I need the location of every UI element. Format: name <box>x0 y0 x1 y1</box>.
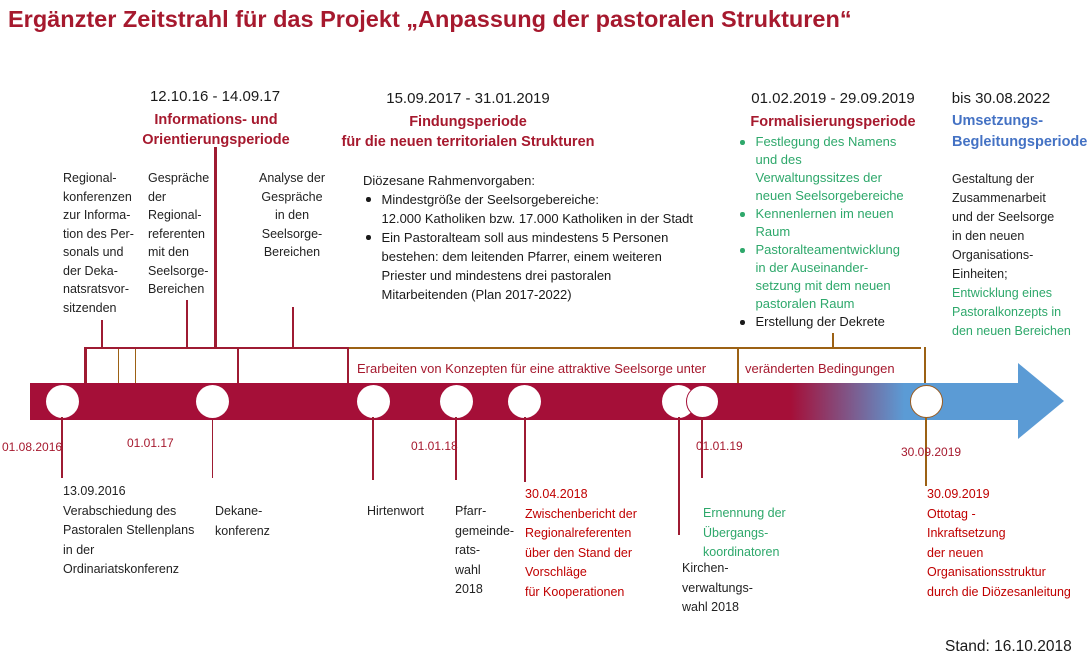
list-item: Erstellung der Dekrete <box>737 313 945 331</box>
list-item: Mindestgröße der Seelsorgebereiche: 12.0… <box>363 190 703 228</box>
period-umsetzung-label: Umsetzungs- Begleitungsperiode <box>952 113 1088 150</box>
connector-regional <box>101 320 103 348</box>
event-zwischenbericht: 30.04.2018 Zwischenbericht der Regionalr… <box>525 487 637 599</box>
list-item: Kennenlernen im neuen Raum <box>737 205 945 241</box>
event-hirtenwort: Hirtenwort <box>367 504 424 518</box>
axis-date-2: 01.01.18 <box>411 439 458 453</box>
period-umsetzung-date: bis 30.08.2022 <box>951 90 1051 107</box>
period-info-label: Informations- und Orientierungsperiode <box>142 112 290 148</box>
banner-text-left: Erarbeiten von Konzepten für eine attrak… <box>357 361 707 376</box>
event-kirchenverwaltungswahl: Kirchen- verwaltungs- wahl 2018 <box>682 561 753 614</box>
formal-bullet-list: Festlegung des Namens und des Verwaltung… <box>737 133 945 331</box>
event-pfarrgemeinderatswahl: Pfarr- gemeinde- rats- wahl 2018 <box>455 504 515 596</box>
list-item-text: Ein Pastoralteam soll aus mindestens 5 P… <box>381 230 669 302</box>
bullet-icon <box>740 320 745 325</box>
dropline-kv-wahl <box>678 417 680 535</box>
dropline-dekane <box>211 420 213 478</box>
list-item-text: Mindestgröße der Seelsorgebereiche: 12.0… <box>381 192 694 226</box>
bullet-icon <box>740 248 745 253</box>
bracket-left <box>84 347 349 349</box>
milestone-dot-1 <box>45 385 79 418</box>
dropline-hirtenwort <box>372 417 374 480</box>
rahmenvorgaben-block: Diözesane Rahmenvorgaben: Mindestgröße d… <box>363 171 703 304</box>
rahmenvorgaben-title: Diözesane Rahmenvorgaben: <box>363 173 535 188</box>
connector-dekrete <box>832 333 834 348</box>
page-title: Ergänzter Zeitstrahl für das Projekt „An… <box>8 6 852 32</box>
axis-date-0: 01.08.2016 <box>2 440 63 454</box>
period-formal-date: 01.02.2019 - 29.09.2019 <box>751 90 915 107</box>
event-dekanekonferenz: Dekane- konferenz <box>215 504 270 538</box>
bracket-tick-mid <box>237 349 239 383</box>
period-findung-date: 15.09.2017 - 31.01.2019 <box>386 90 550 107</box>
dropline-stellenplan <box>61 417 63 478</box>
list-item-text: Festlegung des Namens und des Verwaltung… <box>755 134 904 203</box>
period-formal-label: Formalisierungsperiode <box>750 114 916 130</box>
umsetzung-note-green: Entwicklung eines Pastoralkonzepts in de… <box>952 286 1071 338</box>
bullet-icon <box>740 212 745 217</box>
bullet-icon <box>366 235 371 240</box>
bracket-tick-text <box>347 347 349 383</box>
axis-date-3: 01.01.19 <box>696 439 743 453</box>
list-item: Ein Pastoralteam soll aus mindestens 5 P… <box>363 228 703 304</box>
period-findung-label: Findungsperiode für die neuen territoria… <box>341 114 595 150</box>
dropline-uebergang <box>701 417 703 478</box>
bracket-tick-b <box>135 349 136 383</box>
axis-date-1: 01.01.17 <box>127 436 174 450</box>
event-uebergangskoordinatoren: Ernennung der Übergangs- koordinatoren <box>703 506 786 559</box>
banner-text-right: veränderten Bedingungen <box>745 361 895 376</box>
milestone-dot-2 <box>195 385 229 418</box>
dropline-ottotag <box>925 417 927 486</box>
connector-period1 <box>213 147 217 348</box>
list-item: Festlegung des Namens und des Verwaltung… <box>737 133 945 205</box>
info-analyse: Analyse der Gespräche in den Seelsorge- … <box>258 171 325 259</box>
bullet-icon <box>366 197 371 202</box>
info-regionalkonferenzen: Regional- konferenzen zur Informa- tion … <box>63 171 134 315</box>
dropline-pgr-wahl <box>455 417 457 480</box>
list-item-text: Kennenlernen im neuen Raum <box>755 206 894 239</box>
connector-gespraeche <box>186 300 188 348</box>
bracket-right <box>348 347 921 349</box>
connector-analyse <box>292 307 294 348</box>
axis-date-4: 30.09.2019 <box>901 445 962 459</box>
milestone-dot-4 <box>439 385 473 418</box>
stand-label: Stand: 16.10.2018 <box>945 638 1072 655</box>
event-stellenplan: 13.09.2016 Verabschiedung des Pastoralen… <box>63 484 195 576</box>
list-item-text: Pastoralteamentwicklung in der Auseinand… <box>755 242 901 311</box>
milestone-dot-5 <box>507 385 541 418</box>
dropline-zwischenbericht <box>524 417 526 482</box>
info-gespraeche: Gespräche der Regional- referenten mit d… <box>148 171 210 296</box>
bracket-tick-start <box>84 347 87 384</box>
period-info-date: 12.10.16 - 14.09.17 <box>149 88 281 105</box>
list-item: Pastoralteamentwicklung in der Auseinand… <box>737 241 945 313</box>
bracket-tick-end <box>924 347 926 385</box>
bullet-icon <box>740 140 745 145</box>
milestone-dot-8 <box>909 385 943 418</box>
bracket-tick-a <box>118 349 119 383</box>
milestone-dot-3 <box>356 385 390 418</box>
timeline-arrowhead-icon <box>1018 363 1064 439</box>
umsetzung-note-black: Gestaltung der Zusammenarbeit und der Se… <box>952 172 1055 281</box>
milestone-dot-7 <box>685 385 719 418</box>
list-item-text: Erstellung der Dekrete <box>755 314 885 329</box>
event-ottotag: 30.09.2019 Ottotag - Inkraftsetzung der … <box>927 487 1071 599</box>
